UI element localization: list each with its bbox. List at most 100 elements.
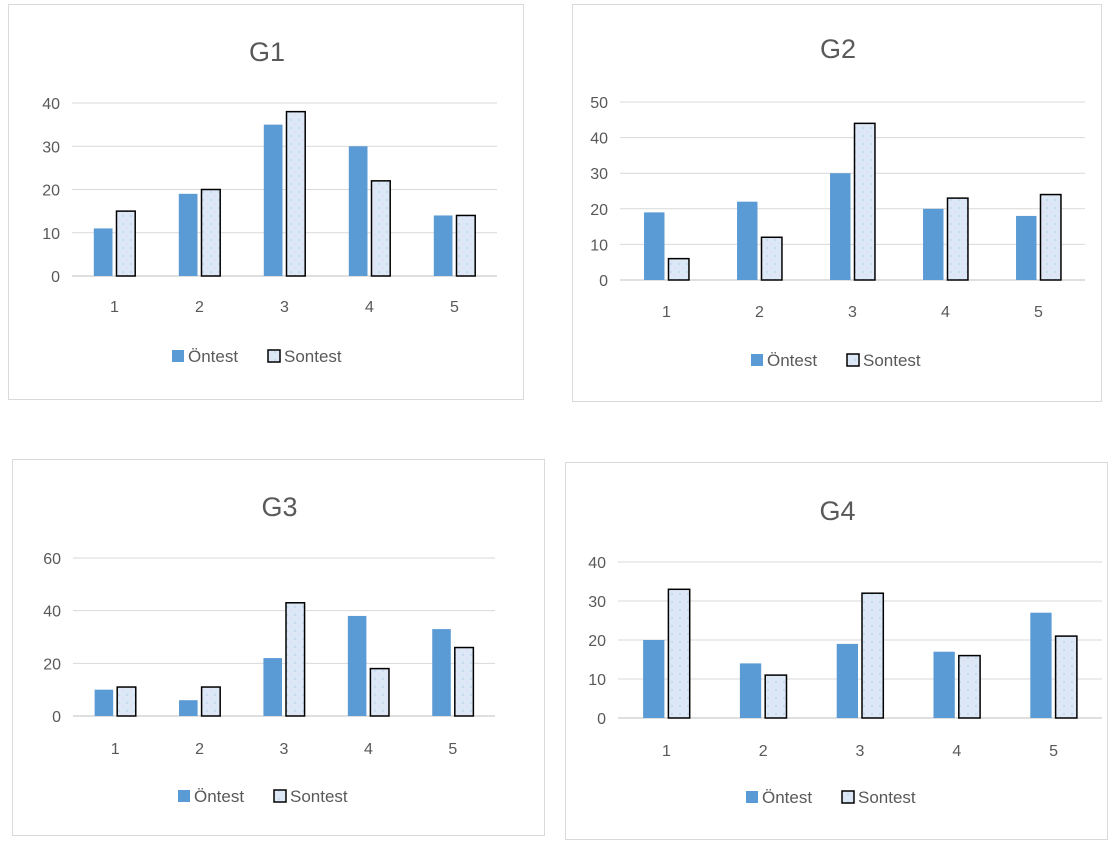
chart-g1: G1 0 10 20 30 40 1 2 3 4 5 Öntest Sontest [8, 4, 524, 400]
y-tick-label: 40 [590, 131, 608, 148]
x-tick-label: 2 [755, 304, 764, 321]
bar-sontest [115, 210, 136, 277]
bar-sontest [1039, 193, 1062, 281]
x-tick-label: 3 [280, 299, 289, 316]
bar-ontest [1016, 215, 1037, 280]
x-tick-label: 2 [195, 741, 204, 758]
chart-g2-svg: G2 0 10 20 30 40 50 1 2 3 4 5 Öntest Sontest [590, 34, 1085, 370]
bar-ontest [933, 651, 955, 718]
y-tick-label: 30 [590, 166, 608, 183]
bar-sontest [760, 236, 783, 281]
bar-ontest [93, 228, 113, 276]
bar-ontest [347, 615, 367, 716]
bar-ontest [737, 201, 758, 280]
bar-ontest [348, 146, 368, 276]
y-tick-label: 20 [590, 202, 608, 219]
bar-sontest [200, 686, 221, 717]
legend-swatch-sontest [267, 349, 281, 363]
x-tick-label: 4 [365, 299, 374, 316]
bar-sontest [958, 654, 981, 719]
bar-ontest [836, 643, 858, 718]
bar-sontest [454, 646, 475, 717]
legend-label-ontest: Öntest [762, 788, 812, 807]
x-tick-label: 1 [662, 304, 671, 321]
bar-sontest [369, 667, 390, 717]
x-tick-label: 3 [280, 741, 289, 758]
y-tick-label: 20 [43, 656, 61, 673]
chart-g3: G3 0 20 40 60 1 2 3 4 5 Öntest Sontest [12, 459, 545, 836]
x-tick-label: 3 [848, 304, 857, 321]
bar-ontest [1030, 612, 1052, 718]
chart-g4-svg: G4 0 10 20 30 40 1 2 3 4 5 Öntest Sontest [588, 496, 1102, 807]
chart-title: G2 [820, 34, 856, 64]
y-tick-label: 20 [42, 183, 60, 200]
chart-g2: G2 0 10 20 30 40 50 1 2 3 4 5 Öntest Sontest [572, 4, 1102, 402]
legend-label-ontest: Öntest [188, 347, 238, 366]
bar-sontest [853, 122, 876, 281]
x-tick-label: 1 [662, 743, 671, 760]
legend-swatch-ontest [746, 791, 758, 803]
bar-sontest [946, 197, 969, 281]
legend-label-ontest: Öntest [194, 787, 244, 806]
bar-sontest [667, 588, 691, 719]
legend-swatch-ontest [751, 354, 763, 366]
bar-sontest [116, 686, 137, 717]
bar-sontest [861, 592, 885, 719]
legend-label-ontest: Öntest [767, 351, 817, 370]
bar-sontest [667, 257, 690, 281]
bar-ontest [644, 212, 665, 280]
x-tick-label: 5 [450, 299, 459, 316]
y-tick-label: 40 [588, 555, 606, 572]
bar-sontest [285, 602, 306, 717]
y-tick-label: 10 [42, 226, 60, 243]
bar-sontest [200, 188, 221, 277]
bar-ontest [263, 124, 283, 276]
legend-label-sontest: Sontest [290, 787, 348, 806]
bar-ontest [739, 663, 762, 718]
x-tick-label: 4 [941, 304, 950, 321]
x-tick-label: 4 [952, 743, 961, 760]
bar-ontest [923, 208, 944, 280]
bar-sontest [764, 674, 788, 719]
bar-ontest [433, 215, 453, 276]
y-tick-label: 50 [590, 95, 608, 112]
x-tick-label: 2 [759, 743, 768, 760]
bar-ontest [830, 173, 851, 280]
x-tick-label: 5 [448, 741, 457, 758]
bar-ontest [178, 193, 198, 276]
bar-sontest [455, 214, 476, 277]
chart-g4: G4 0 10 20 30 40 1 2 3 4 5 Öntest Sontest [565, 462, 1108, 840]
chart-title: G3 [261, 492, 297, 522]
bar-ontest [94, 689, 114, 716]
legend-swatch-ontest [172, 350, 184, 362]
x-tick-label: 5 [1034, 304, 1043, 321]
legend-swatch-sontest [846, 353, 860, 367]
y-tick-label: 40 [42, 96, 60, 113]
x-tick-label: 2 [195, 299, 204, 316]
x-tick-label: 4 [364, 741, 373, 758]
legend-swatch-sontest [273, 789, 287, 803]
y-tick-label: 60 [43, 551, 61, 568]
chart-title: G1 [249, 37, 285, 67]
x-tick-label: 3 [856, 743, 865, 760]
bar-ontest [432, 629, 451, 716]
y-tick-label: 10 [588, 672, 606, 689]
bar-sontest [370, 180, 391, 277]
x-tick-label: 5 [1049, 743, 1058, 760]
legend-label-sontest: Sontest [284, 347, 342, 366]
y-tick-label: 0 [51, 269, 60, 286]
y-tick-label: 0 [597, 711, 606, 728]
legend-label-sontest: Sontest [863, 351, 921, 370]
bar-sontest [1054, 635, 1078, 719]
y-tick-label: 10 [590, 237, 608, 254]
chart-g3-svg: G3 0 20 40 60 1 2 3 4 5 Öntest Sontest [43, 492, 495, 806]
legend-swatch-sontest [841, 790, 855, 804]
bar-ontest [263, 658, 282, 716]
bar-sontest [285, 110, 306, 277]
y-tick-label: 40 [43, 604, 61, 621]
chart-g1-svg: G1 0 10 20 30 40 1 2 3 4 5 Öntest Sontest [42, 37, 497, 366]
y-tick-label: 30 [588, 594, 606, 611]
legend-label-sontest: Sontest [858, 788, 916, 807]
bar-ontest [643, 640, 665, 718]
chart-title: G4 [819, 496, 855, 526]
